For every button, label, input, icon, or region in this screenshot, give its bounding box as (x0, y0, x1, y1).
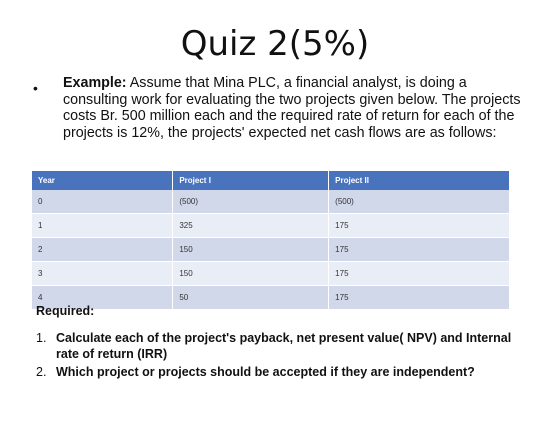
question-number: 2. (36, 365, 47, 379)
table-row: 2 150 175 (32, 237, 510, 262)
header-year: Year (32, 171, 174, 190)
project-1-cell: 325 (172, 213, 330, 238)
question-list: 1. Calculate each of the project's payba… (36, 330, 516, 382)
example-paragraph: Example: Assume that Mina PLC, a financi… (63, 75, 533, 141)
year-cell: 1 (32, 213, 174, 238)
project-2-cell: 175 (328, 261, 510, 286)
header-project-1: Project I (172, 171, 330, 190)
project-1-cell: 50 (172, 285, 330, 310)
cash-flow-table: Year Project I Project II 0 (500) (500) … (32, 171, 510, 310)
question-text: Calculate each of the project's payback,… (56, 331, 512, 361)
project-2-cell: 175 (328, 285, 510, 310)
question-text: Which project or projects should be acce… (56, 365, 475, 379)
table-row: 3 150 175 (32, 261, 510, 286)
header-project-2: Project II (328, 171, 510, 190)
year-cell: 2 (32, 237, 174, 262)
table-header-row: Year Project I Project II (32, 171, 510, 190)
slide-title: Quiz 2(5%) (180, 24, 370, 64)
table-row: 4 50 175 (32, 285, 510, 310)
question-item: 1. Calculate each of the project's payba… (36, 330, 516, 362)
example-text: Assume that Mina PLC, a financial analys… (63, 75, 521, 141)
project-1-cell: 150 (172, 261, 330, 286)
year-cell: 3 (32, 261, 174, 286)
table-row: 0 (500) (500) (32, 190, 510, 214)
project-1-cell: 150 (172, 237, 330, 262)
table-row: 1 325 175 (32, 213, 510, 238)
project-2-cell: (500) (328, 190, 510, 214)
required-heading: Required: (36, 304, 95, 318)
bullet-marker: • (33, 80, 38, 96)
year-cell: 4 (32, 285, 174, 310)
year-cell: 0 (32, 190, 174, 214)
question-number: 1. (36, 331, 47, 345)
example-label: Example: (63, 75, 127, 91)
project-1-cell: (500) (172, 190, 330, 214)
question-item: 2. Which project or projects should be a… (36, 364, 516, 380)
project-2-cell: 175 (328, 213, 510, 238)
project-2-cell: 175 (328, 237, 510, 262)
